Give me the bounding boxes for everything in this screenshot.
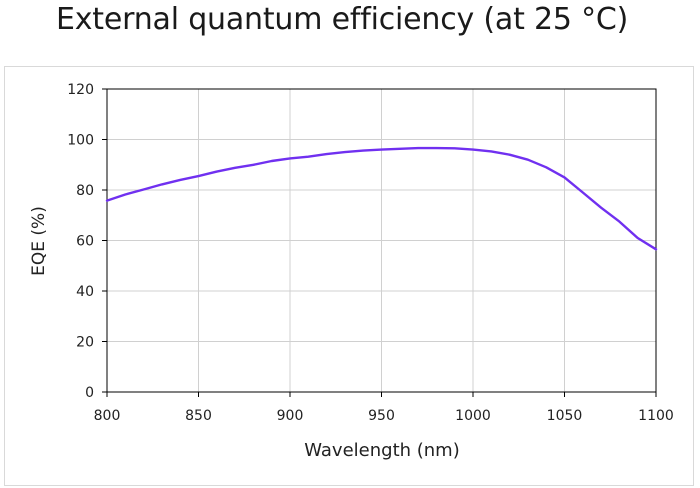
- eqe-series-line: [105, 146, 658, 251]
- x-tick-label: 1000: [455, 408, 491, 424]
- y-axis-title: EQE (%): [29, 206, 49, 276]
- x-tick-label: 800: [94, 408, 121, 424]
- series-layer: [105, 146, 658, 251]
- x-tick-label: 1050: [547, 408, 583, 424]
- x-tick-labels: 800 850 900 950 1000 1050 1100: [94, 408, 674, 424]
- x-tick-label: 850: [185, 408, 212, 424]
- y-tick-label: 80: [76, 183, 94, 199]
- x-tick-label: 950: [368, 408, 395, 424]
- x-tick-label: 1100: [638, 408, 674, 424]
- grid-lines: [107, 88, 657, 392]
- y-tick-labels: 0 20 40 60 80 100 120: [67, 82, 94, 401]
- y-tick-label: 100: [67, 133, 94, 149]
- y-tick-label: 60: [76, 234, 94, 250]
- plot-axes: [102, 88, 657, 397]
- y-tick-label: 120: [67, 82, 94, 98]
- y-tick-label: 20: [76, 335, 94, 351]
- x-axis-title: Wavelength (nm): [304, 440, 460, 461]
- x-tick-label: 900: [277, 408, 304, 424]
- chart-frame: [4, 66, 694, 486]
- page-title: External quantum efficiency (at 25 °C): [56, 2, 629, 37]
- y-tick-label: 40: [76, 284, 94, 300]
- y-tick-label: 0: [85, 385, 94, 401]
